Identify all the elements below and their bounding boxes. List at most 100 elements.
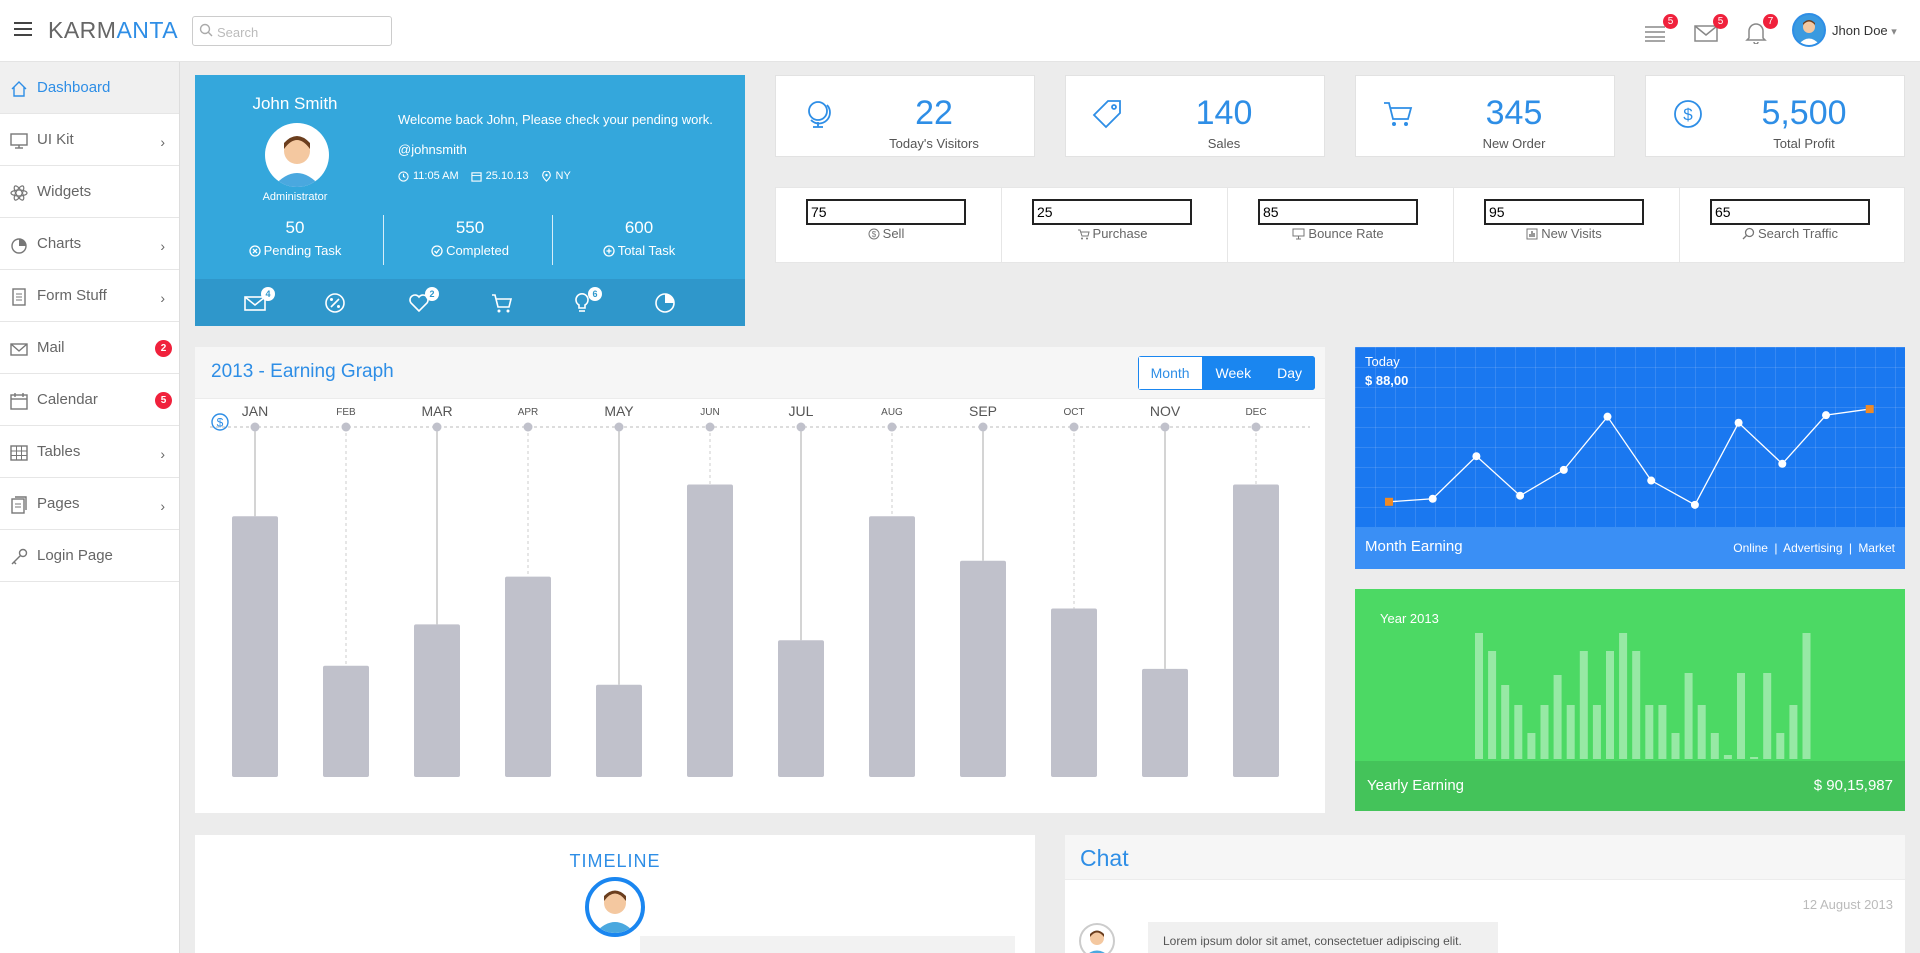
earning-graph-header: $2013 - Earning Graph Month Week Day	[195, 347, 1325, 431]
earning-bar-chart: JAN FEB MAR APR MAY JUN JUL AUG SEP OCT NOV DEC	[210, 403, 1310, 777]
svg-text:$: $	[1683, 105, 1693, 124]
envelope-icon[interactable]: 4	[243, 287, 275, 315]
search-input[interactable]	[217, 22, 387, 42]
period-toggle: Month Week Day	[1137, 356, 1315, 390]
cart-icon[interactable]	[490, 291, 514, 315]
metric-purchase: Purchase	[1002, 188, 1228, 262]
link-advertising[interactable]: Advertising	[1783, 541, 1843, 555]
new-visits-input[interactable]	[1484, 199, 1644, 225]
timeline-entry	[640, 936, 1015, 953]
welcome-message: Welcome back John, Please check your pen…	[398, 112, 713, 127]
tab-month[interactable]: Month	[1137, 356, 1203, 390]
tag-icon	[1092, 100, 1121, 129]
stat-total-profit[interactable]: $ 5,500 Total Profit	[1645, 75, 1905, 157]
stat-sales[interactable]: 140 Sales	[1065, 75, 1325, 157]
metric-search-traffic: Search Traffic	[1680, 188, 1906, 262]
metrics-strip: $Sell Purchase Bounce Rate New Visits Se…	[775, 187, 1905, 263]
stat-total-task[interactable]: 600 Total Task	[559, 218, 719, 258]
monitor-icon	[1292, 228, 1305, 239]
chart-icon	[1526, 228, 1538, 239]
bar	[869, 516, 915, 777]
sidebar-item-calendar[interactable]: Calendar 5	[0, 374, 179, 426]
envelope-icon[interactable]: 5	[1693, 14, 1728, 44]
link-market[interactable]: Market	[1858, 541, 1895, 555]
home-icon	[11, 81, 27, 97]
stat-label: Total Profit	[1773, 136, 1835, 151]
bar	[778, 640, 824, 777]
dollar-icon: $	[1674, 100, 1702, 128]
bar	[1710, 733, 1719, 759]
axis-dot	[523, 422, 533, 432]
stat-label: Sales	[1207, 136, 1241, 151]
search-box[interactable]	[192, 16, 392, 46]
sidebar-item-label: Widgets	[37, 183, 92, 200]
purchase-input[interactable]	[1032, 199, 1192, 225]
sidebar-item-dashboard[interactable]: Dashboard	[0, 62, 179, 114]
bulb-icon[interactable]: 6	[570, 287, 602, 315]
sidebar-item-label: Form Stuff	[37, 287, 107, 304]
sidebar-item-label: Pages	[37, 495, 80, 512]
table-icon	[10, 445, 28, 461]
notification-badge: 7	[1763, 14, 1778, 29]
sell-input[interactable]	[806, 199, 966, 225]
profile-date: 25.10.13	[485, 170, 529, 182]
tab-week[interactable]: Week	[1202, 356, 1265, 390]
bar	[323, 665, 369, 777]
tick-label: MAY	[604, 403, 634, 419]
brand-logo[interactable]: KARMANTA	[48, 17, 179, 43]
bounce-rate-input[interactable]	[1258, 199, 1418, 225]
axis-dot	[341, 422, 351, 432]
bar	[1632, 651, 1641, 759]
bar	[1606, 651, 1614, 759]
axis-dot	[250, 422, 260, 432]
yearly-earning-footer: Yearly Earning $ 90,15,987	[1355, 761, 1905, 811]
tick-label: MAR	[421, 403, 452, 419]
metric-new-visits: New Visits	[1454, 188, 1680, 262]
bar	[1750, 757, 1759, 759]
timeline-title: TIMELINE	[569, 851, 661, 871]
calendar-count-badge: 5	[155, 392, 172, 409]
search-icon	[1742, 227, 1755, 240]
chevron-right-icon: ›	[160, 446, 165, 462]
sidebar-item-ui-kit[interactable]: UI Kit ›	[0, 114, 179, 166]
heart-icon[interactable]: 2	[407, 287, 439, 315]
sidebar-item-widgets[interactable]: Widgets	[0, 166, 179, 218]
bell-icon[interactable]: 7	[1743, 14, 1778, 45]
timeline-avatar	[585, 877, 645, 937]
stat-completed[interactable]: 550 Completed	[390, 218, 550, 258]
bar	[1776, 733, 1785, 759]
year-label: Year 2013	[1380, 611, 1439, 626]
sidebar-item-label: UI Kit	[37, 131, 74, 148]
bar	[1051, 608, 1097, 777]
chevron-right-icon: ›	[160, 290, 165, 306]
sidebar-item-tables[interactable]: Tables ›	[0, 426, 179, 478]
hamburger-menu-icon[interactable]	[14, 22, 32, 36]
tab-day[interactable]: Day	[1264, 356, 1315, 390]
pie-icon[interactable]	[653, 291, 677, 315]
axis-dot	[978, 422, 988, 432]
sidebar-item-charts[interactable]: Charts ›	[0, 218, 179, 270]
profile-name: John Smith	[252, 94, 338, 113]
tick-label: NOV	[1150, 403, 1181, 419]
key-icon	[11, 548, 28, 565]
sidebar-item-mail[interactable]: Mail 2	[0, 322, 179, 374]
data-point	[1603, 412, 1612, 421]
data-point	[1778, 459, 1787, 468]
sidebar-item-pages[interactable]: Pages ›	[0, 478, 179, 530]
profile-card: John Smith Administrator Welcome back Jo…	[195, 75, 745, 326]
stat-pending-task[interactable]: 50 Pending Task	[215, 218, 375, 258]
list-icon[interactable]: 5	[1643, 14, 1678, 44]
chat-panel: Chat 12 August 2013 Lorem ipsum dolor si…	[1065, 835, 1905, 953]
search-traffic-input[interactable]	[1710, 199, 1870, 225]
link-online[interactable]: Online	[1733, 541, 1768, 555]
stat-todays-visitors[interactable]: 22 Today's Visitors	[775, 75, 1035, 157]
bar	[1514, 705, 1523, 759]
data-point	[1734, 418, 1743, 427]
sidebar-item-form-stuff[interactable]: Form Stuff ›	[0, 270, 179, 322]
percent-icon[interactable]	[323, 291, 347, 315]
sidebar-item-login-page[interactable]: Login Page	[0, 530, 179, 582]
chat-title: Chat	[1080, 845, 1129, 871]
bar	[1684, 673, 1693, 759]
user-name: Jhon Doe	[1832, 23, 1888, 38]
stat-new-order[interactable]: 345 New Order	[1355, 75, 1615, 157]
